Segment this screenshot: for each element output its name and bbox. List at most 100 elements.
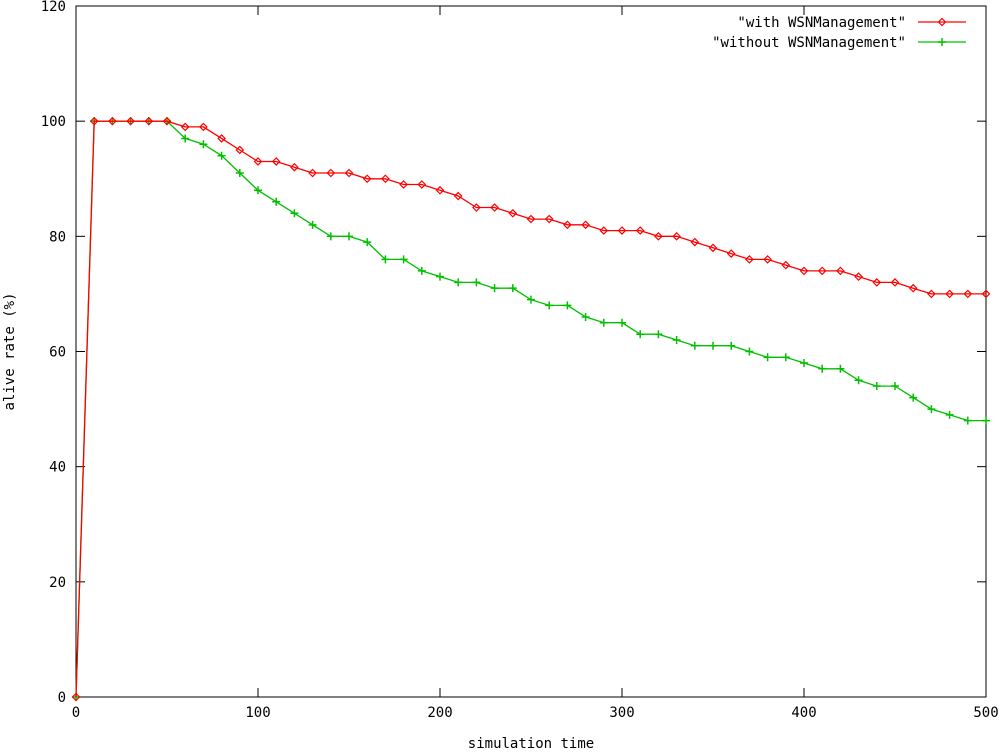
data-point	[235, 168, 244, 177]
data-point	[71, 692, 81, 702]
data-point	[253, 157, 263, 166]
data-point	[908, 283, 918, 293]
x-tick-label: 0	[72, 705, 80, 721]
data-point	[938, 38, 946, 46]
data-point	[599, 318, 608, 327]
series-layer	[71, 116, 991, 702]
data-point	[617, 226, 627, 235]
data-point	[417, 266, 426, 275]
legend-label: "without WSNManagement"	[712, 35, 906, 51]
data-point	[217, 134, 226, 143]
data-point	[836, 364, 845, 373]
data-point	[854, 272, 863, 281]
data-point	[563, 301, 572, 310]
data-point	[635, 226, 645, 235]
y-axis-label: alive rate (%)	[2, 292, 18, 410]
y-tick-label: 60	[49, 345, 66, 361]
y-tick-label: 80	[49, 229, 66, 245]
data-point	[781, 353, 790, 362]
data-point	[363, 238, 372, 247]
data-point	[937, 17, 947, 27]
data-point	[836, 266, 845, 276]
data-point	[180, 122, 190, 132]
data-point	[599, 226, 609, 235]
data-point	[818, 364, 827, 373]
data-point	[344, 168, 354, 178]
data-point	[454, 278, 463, 287]
data-point	[854, 376, 863, 385]
data-point	[472, 203, 481, 212]
data-point	[272, 197, 281, 206]
data-point	[235, 145, 245, 155]
data-point	[308, 220, 317, 229]
data-point	[290, 162, 299, 172]
series-1	[72, 117, 990, 701]
data-point	[927, 289, 936, 299]
y-tick-label: 20	[49, 575, 66, 591]
data-point	[399, 255, 408, 264]
data-point	[963, 416, 972, 425]
data-point	[581, 312, 590, 321]
data-point	[162, 116, 172, 126]
data-point	[217, 151, 226, 160]
legend: "with WSNManagement" "without WSNManageme…	[712, 15, 966, 51]
data-point	[199, 122, 208, 132]
data-point	[181, 134, 190, 143]
data-point	[763, 255, 772, 264]
data-point	[945, 289, 954, 299]
data-point	[709, 341, 717, 350]
data-point	[982, 416, 990, 425]
axis-ticks: 0 100 200 300 400 500 0 20 40 60 80 100 120	[41, 0, 999, 721]
data-point	[872, 382, 881, 391]
data-point	[708, 243, 718, 253]
x-tick-label: 500	[973, 705, 998, 721]
data-point	[544, 214, 554, 224]
data-point	[199, 140, 208, 149]
data-point	[144, 116, 154, 126]
data-point	[417, 180, 427, 189]
data-point	[108, 116, 117, 126]
data-point	[453, 191, 463, 201]
data-point	[763, 353, 772, 362]
data-point	[726, 249, 736, 258]
data-point	[963, 289, 973, 299]
data-point	[654, 330, 663, 339]
data-point	[799, 266, 809, 276]
data-point	[381, 174, 390, 184]
data-point	[927, 405, 936, 414]
data-point	[308, 168, 317, 178]
data-point	[435, 185, 445, 195]
data-point	[672, 335, 681, 344]
data-point	[981, 289, 991, 299]
x-tick-label: 300	[609, 705, 634, 721]
x-tick-label: 100	[245, 705, 270, 721]
data-point	[945, 410, 954, 419]
data-point	[290, 209, 299, 218]
x-tick-label: 200	[427, 705, 452, 721]
x-tick-label: 400	[791, 705, 816, 721]
x-axis-label: simulation time	[468, 736, 594, 752]
data-point	[672, 231, 681, 241]
legend-label: "with WSNManagement"	[737, 15, 906, 31]
data-point	[872, 278, 882, 287]
y-tick-label: 40	[49, 460, 66, 476]
data-point	[490, 284, 499, 293]
data-point	[745, 347, 754, 356]
data-point	[781, 260, 791, 270]
data-point	[271, 157, 281, 166]
data-point	[745, 255, 754, 264]
data-point	[472, 278, 481, 287]
data-point	[326, 168, 336, 178]
data-point	[526, 214, 536, 224]
data-point	[891, 382, 899, 391]
y-tick-label: 0	[58, 690, 66, 706]
data-point	[890, 278, 900, 287]
data-point	[800, 359, 808, 368]
data-point	[817, 266, 827, 276]
data-point	[690, 237, 700, 247]
data-point	[399, 180, 408, 189]
data-point	[89, 116, 99, 126]
data-point	[545, 301, 554, 310]
y-tick-label: 120	[41, 0, 66, 15]
